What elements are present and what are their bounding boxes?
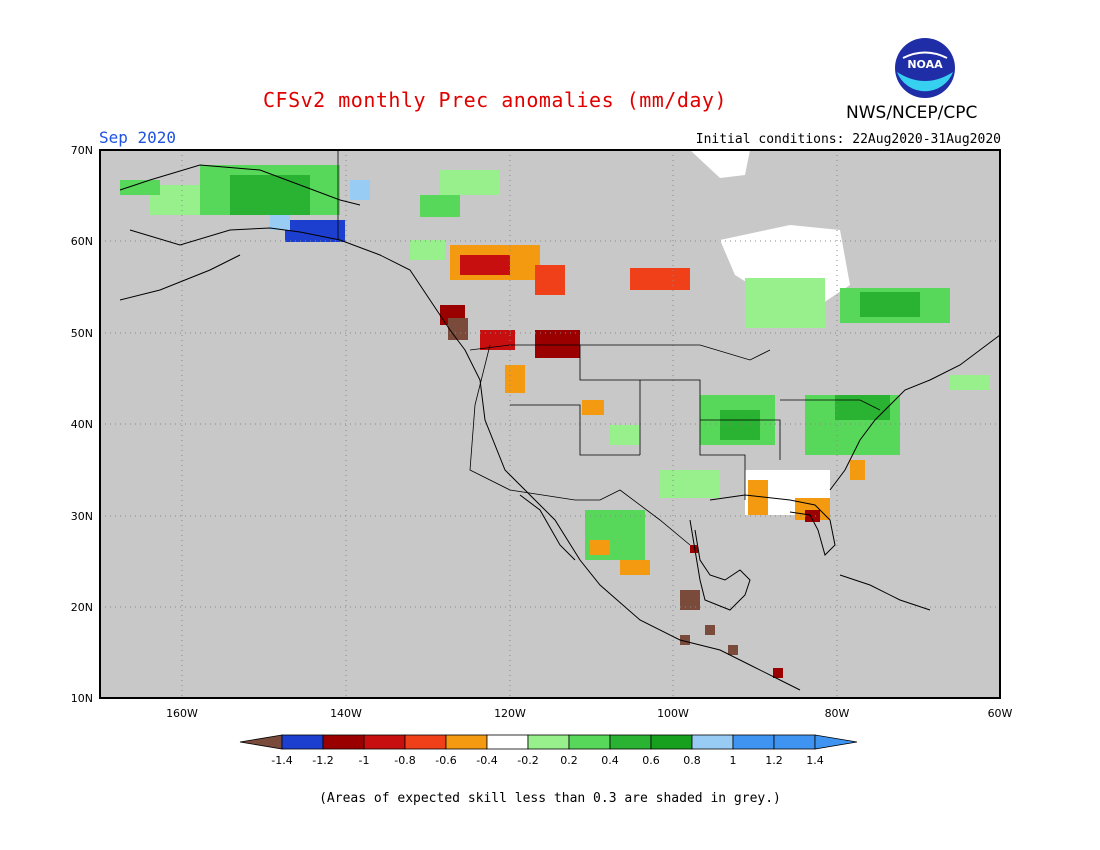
anomaly-wyoming-dry (582, 400, 604, 415)
political-borders (337, 150, 881, 546)
anomaly-manitoba-dry (630, 268, 690, 290)
colorbar-swatch (609, 734, 652, 750)
lat-label: 30N (71, 510, 93, 523)
arctic-channel (690, 150, 750, 178)
colorbar-label: -1.2 (312, 754, 333, 767)
anomaly-gulf-alaska-dry (285, 220, 345, 242)
colorbar-label: 0.8 (683, 754, 701, 767)
colorbar-arrow-high (814, 734, 858, 750)
colorbar: -1.4 -1.2 -1 -0.8 -0.6 -0.4 -0.2 0.2 0.4 0.6 0.8 1 1… (239, 734, 858, 767)
anomaly-yukon-blue (350, 180, 370, 200)
anomaly-ontario-light (745, 278, 825, 328)
lon-label: 140W (330, 707, 362, 720)
colorbar-swatch (691, 734, 734, 750)
graticule (100, 150, 1000, 698)
colorbar-swatch (773, 734, 816, 750)
anomaly-midwest-strong (720, 410, 760, 440)
anomaly-fl-panhandle (805, 510, 820, 522)
anomaly-guatemala-2 (705, 625, 715, 635)
anomaly-sask-dry (535, 265, 565, 295)
anomaly-mexico-dry-2 (620, 560, 650, 575)
logo-text: NOAA (907, 58, 943, 71)
colorbar-label: -0.2 (517, 754, 538, 767)
colorbar-label: 1.2 (765, 754, 783, 767)
colorbar-swatch (281, 734, 324, 750)
anomaly-lousiana-dry (748, 480, 768, 515)
chart-title: CFSv2 monthly Prec anomalies (mm/day) (262, 88, 728, 112)
lon-label: 80W (825, 707, 850, 720)
anomaly-idaho-dry (505, 365, 525, 393)
colorbar-arrow-low (239, 734, 283, 750)
anomaly-bc-coast-brown (448, 318, 468, 340)
coastlines (119, 164, 1001, 691)
colorbar-swatch (363, 734, 406, 750)
lon-axis: 160W 140W 120W 100W 80W 60W (166, 707, 1012, 720)
colorbar-label: 0.2 (560, 754, 578, 767)
colorbar-swatch (486, 734, 529, 750)
colorbar-swatch (732, 734, 775, 750)
anomaly-colorado-light (610, 425, 640, 445)
colorbar-label: 0.4 (601, 754, 619, 767)
lat-label: 10N (71, 692, 93, 705)
anomaly-newfoundland (950, 375, 990, 390)
colorbar-swatch (322, 734, 365, 750)
lat-label: 20N (71, 601, 93, 614)
anomaly-alaska-far-west (120, 180, 160, 195)
lat-label: 60N (71, 235, 93, 248)
anomaly-washington-dry (480, 330, 515, 350)
anomaly-quebec-wet-strong (860, 292, 920, 317)
anomaly-light-blue (270, 215, 290, 230)
anomaly-bc-light (410, 240, 445, 260)
colorbar-label: -0.8 (394, 754, 415, 767)
anomaly-montana-dry (535, 330, 580, 358)
anomaly-carolina-dry (850, 460, 865, 480)
colorbar-label: 1.4 (806, 754, 824, 767)
lon-label: 160W (166, 707, 198, 720)
forecast-month: Sep 2020 (99, 128, 177, 147)
noaa-logo: NOAA (895, 38, 955, 98)
anomaly-nwt-light (440, 170, 500, 195)
anomaly-honduras (728, 645, 738, 655)
colorbar-label: 1 (730, 754, 737, 767)
colorbar-label: 0.6 (642, 754, 660, 767)
colorbar-label: -0.6 (435, 754, 456, 767)
anomaly-guatemala (680, 635, 690, 645)
colorbar-label: -0.4 (476, 754, 497, 767)
agency-label: NWS/NCEP/CPC (846, 103, 978, 123)
lon-label: 100W (657, 707, 689, 720)
colorbar-swatch (404, 734, 447, 750)
lon-label: 60W (988, 707, 1013, 720)
colorbar-label: -1.4 (271, 754, 292, 767)
colorbar-swatch (527, 734, 570, 750)
anomaly-alaska-wet-strong (230, 175, 310, 215)
lat-label: 50N (71, 327, 93, 340)
lat-label: 40N (71, 418, 93, 431)
lat-axis: 70N 60N 50N 40N 30N 20N 10N (71, 144, 93, 705)
colorbar-swatch (650, 734, 693, 750)
initial-conditions: Initial conditions: 22Aug2020-31Aug2020 (695, 132, 1001, 147)
anomaly-ne-strong (835, 395, 890, 420)
lon-label: 120W (494, 707, 526, 720)
anomaly-costarica (773, 668, 783, 678)
anomaly-mexico-brown (680, 590, 700, 610)
anomaly-texas-dry (690, 545, 698, 553)
colorbar-swatch (568, 734, 611, 750)
footer-note: (Areas of expected skill less than 0.3 a… (319, 791, 781, 806)
colorbar-label: -1 (359, 754, 370, 767)
colorbar-swatch (445, 734, 488, 750)
anomaly-alberta-very-dry (460, 255, 510, 275)
anomaly-mexico-dry (590, 540, 610, 555)
map-area (99, 149, 1001, 699)
anomaly-nwt-wet (420, 195, 460, 217)
lat-label: 70N (71, 144, 93, 157)
map-frame (99, 149, 1001, 699)
anomaly-plains-light (660, 470, 720, 498)
